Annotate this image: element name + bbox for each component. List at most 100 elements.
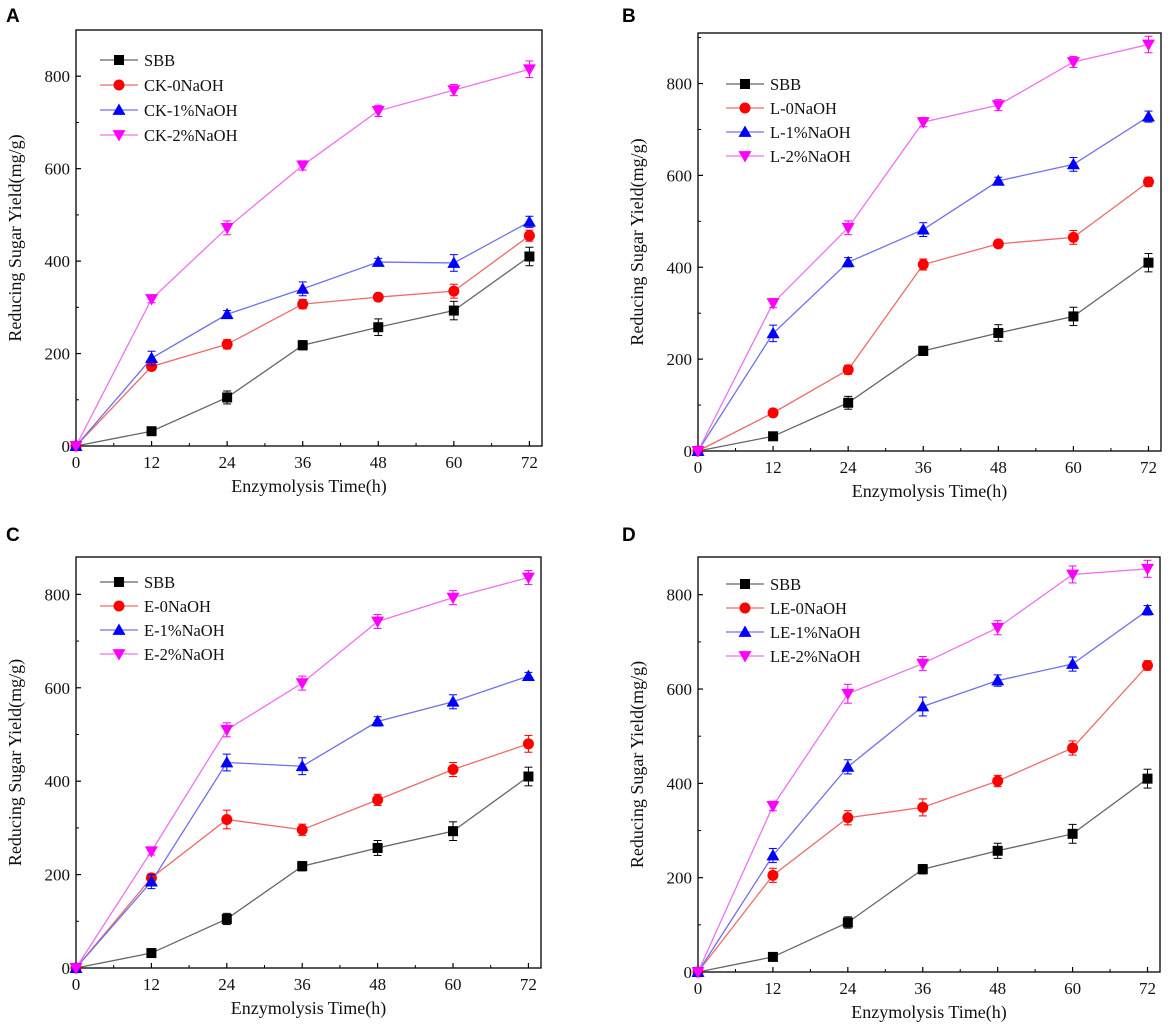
data-point — [991, 100, 1005, 112]
legend-marker — [740, 79, 750, 89]
series-line — [697, 568, 1148, 973]
x-tick-label: 0 — [72, 975, 81, 994]
legend-label: SBB — [144, 573, 175, 592]
data-point — [371, 714, 385, 727]
data-point — [446, 695, 460, 707]
data-point — [296, 160, 310, 172]
legend-marker — [112, 103, 126, 115]
series-line — [697, 116, 1149, 452]
data-point — [1141, 563, 1155, 576]
data-point — [691, 967, 705, 979]
y-tick-label: 600 — [45, 160, 71, 179]
data-point — [446, 592, 460, 605]
data-point — [1068, 311, 1079, 322]
data-point — [993, 327, 1004, 338]
y-tick-label: 200 — [45, 345, 71, 364]
legend-marker — [738, 651, 752, 663]
data-point — [296, 282, 310, 294]
y-tick-label: 800 — [45, 585, 71, 604]
series-points-1-naoh — [691, 110, 1155, 456]
x-tick-label: 48 — [990, 458, 1007, 477]
data-point — [916, 223, 930, 235]
x-axis-title: Enzymolysis Time(h) — [851, 1002, 1007, 1023]
x-tick-label: 72 — [1140, 458, 1157, 477]
series-line — [75, 743, 529, 969]
data-point — [146, 426, 157, 437]
legend: SBB E-0NaOH E-1%NaOH E-2%NaOH — [100, 573, 225, 664]
data-point — [296, 824, 308, 836]
data-point — [521, 669, 535, 681]
data-point — [1142, 773, 1153, 784]
data-point — [297, 298, 309, 310]
data-point — [373, 322, 384, 333]
legend: SBB L-0NaOH L-1%NaOH L-2%NaOH — [726, 75, 851, 166]
x-tick-label: 72 — [521, 453, 538, 472]
series-line — [75, 221, 530, 447]
series-2-naoh — [697, 568, 1148, 973]
series-0naoh — [75, 743, 529, 969]
plot-frame — [697, 556, 1161, 973]
data-point — [841, 760, 855, 772]
data-point — [144, 875, 158, 887]
data-point — [767, 951, 778, 962]
x-tick-label: 24 — [839, 979, 857, 998]
series-sbb — [75, 775, 529, 969]
legend-label: E-0NaOH — [144, 597, 211, 616]
x-tick-label: 24 — [840, 458, 858, 477]
data-point — [524, 251, 535, 262]
y-tick-label: 800 — [667, 586, 693, 605]
data-point — [916, 117, 930, 129]
data-point — [991, 674, 1005, 686]
y-tick-label: 200 — [45, 866, 71, 885]
data-point — [768, 431, 779, 442]
data-point — [372, 794, 384, 806]
series-1-naoh — [75, 221, 530, 447]
x-tick-label: 36 — [915, 458, 932, 477]
y-axis-title: Reducing Sugar Yield(mg/g) — [627, 138, 648, 345]
data-point — [766, 326, 780, 339]
series-line — [697, 43, 1149, 452]
data-point — [221, 338, 233, 350]
data-point — [146, 948, 157, 959]
data-point — [1141, 603, 1155, 616]
legend-label: L-2%NaOH — [770, 147, 851, 166]
data-point — [1141, 39, 1155, 51]
x-tick-label: 72 — [1139, 979, 1156, 998]
data-point — [1141, 110, 1155, 122]
x-tick-label: 48 — [989, 979, 1006, 998]
legend-marker — [112, 130, 126, 142]
x-tick-label: 12 — [143, 975, 160, 994]
legend-marker — [114, 577, 124, 587]
data-point — [220, 307, 234, 320]
legend-label: L-1%NaOH — [770, 123, 851, 142]
data-point — [220, 222, 234, 235]
data-point — [1067, 828, 1078, 839]
y-tick-label: 0 — [684, 442, 693, 461]
y-axis-title: Reducing Sugar Yield(mg/g) — [5, 659, 26, 866]
panel-letter-a: A — [6, 6, 20, 27]
data-point — [297, 861, 308, 872]
data-point — [220, 724, 234, 737]
series-points-2-naoh — [691, 35, 1155, 458]
x-tick-label: 0 — [72, 453, 81, 472]
data-point — [916, 658, 930, 671]
x-tick-label: 36 — [294, 975, 311, 994]
data-point — [842, 812, 854, 824]
series-line — [697, 262, 1149, 452]
legend-label: E-2%NaOH — [144, 645, 225, 664]
y-tick-label: 400 — [667, 258, 693, 277]
series-points-1-naoh — [691, 603, 1155, 977]
data-point — [146, 360, 158, 372]
legend-marker — [112, 649, 126, 661]
x-tick-label: 60 — [1065, 458, 1082, 477]
data-point — [523, 771, 534, 782]
legend-marker — [113, 600, 125, 612]
x-tick-label: 60 — [445, 453, 462, 472]
legend-label: LE-1%NaOH — [770, 623, 861, 642]
y-tick-label: 600 — [667, 166, 693, 185]
data-point — [295, 678, 309, 690]
series-line — [75, 775, 529, 969]
legend-marker — [739, 102, 751, 114]
data-point — [1066, 569, 1080, 581]
data-point — [521, 572, 535, 585]
